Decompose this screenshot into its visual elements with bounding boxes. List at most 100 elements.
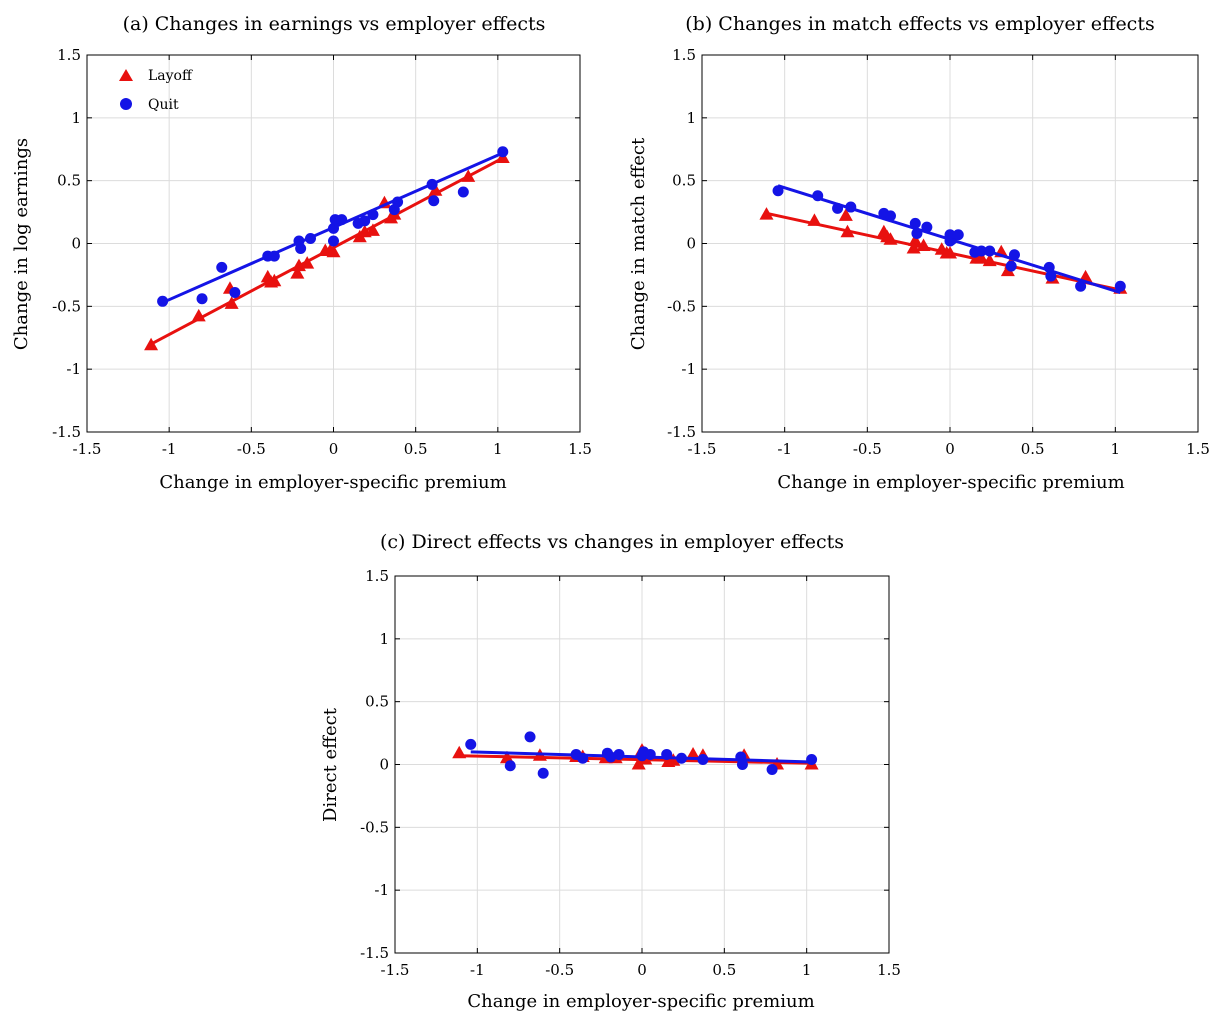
data-point-quit <box>328 235 339 247</box>
data-point-quit <box>1075 280 1087 292</box>
x-tick-label: -1 <box>777 440 792 458</box>
y-tick-label: 1.5 <box>57 46 81 64</box>
data-point-quit <box>359 215 371 227</box>
y-tick-label: 1 <box>71 109 81 127</box>
x-tick-label: 0.5 <box>404 440 428 458</box>
chart-panel-a: (a) Changes in earnings vs employer effe… <box>11 13 592 493</box>
chart-title: (b) Changes in match effects vs employer… <box>685 13 1154 35</box>
data-point-quit <box>428 195 440 207</box>
y-axis-label: Change in match effect <box>628 137 649 350</box>
y-tick-label: 0.5 <box>57 172 81 190</box>
data-point-quit <box>952 229 964 241</box>
data-point-quit <box>613 748 625 760</box>
y-axis-label: Direct effect <box>320 707 341 822</box>
x-tick-label: -0.5 <box>853 440 882 458</box>
y-tick-label: 1 <box>379 630 389 648</box>
x-tick-label: 1 <box>1111 440 1121 458</box>
data-point-layoff <box>908 233 923 246</box>
legend-marker-layoff <box>119 69 133 81</box>
y-tick-label: -0.5 <box>52 297 81 315</box>
chart-title: (a) Changes in earnings vs employer effe… <box>123 13 546 35</box>
ticks: -1.5 -1 -0.5 0 0.5 1 1.5 -1.5 -1 -0.5 0 0.5 1 1.5 <box>360 567 901 979</box>
data-point-layoff <box>631 757 646 770</box>
x-tick-label: -1.5 <box>73 440 102 458</box>
y-tick-label: 1.5 <box>672 46 696 64</box>
y-tick-label: 1.5 <box>365 567 389 585</box>
data-point-layoff <box>838 208 853 221</box>
data-point-quit <box>1114 280 1126 292</box>
x-tick-label: -0.5 <box>237 440 266 458</box>
x-axis-label: Change in employer-specific premium <box>467 991 814 1012</box>
data-point-layoff <box>326 244 341 258</box>
data-point-quit <box>1005 260 1017 272</box>
data-point-layoff <box>290 266 305 279</box>
data-point-quit <box>504 760 516 772</box>
x-tick-label: 1.5 <box>877 961 901 979</box>
y-tick-label: -0.5 <box>360 818 389 836</box>
plot-area: -1.5 -1 -0.5 0 0.5 1 1.5 -1.5 -1 -0.5 0 0.5 1 1.5 <box>667 46 1210 458</box>
legend-marker-quit <box>120 98 132 110</box>
series-layoff <box>759 207 1128 294</box>
x-axis-label: Change in employer-specific premium <box>159 472 506 493</box>
fit-line-layoff <box>459 754 812 765</box>
legend-label-layoff: Layoff <box>148 68 193 84</box>
data-point-layoff <box>686 746 701 760</box>
data-point-quit <box>465 738 477 750</box>
x-tick-label: 0 <box>329 440 339 458</box>
fit-line-layoff <box>150 156 504 346</box>
x-tick-label: 0.5 <box>1021 440 1045 458</box>
ticks: -1.5 -1 -0.5 0 0.5 1 1.5 -1.5 -1 -0.5 0 0.5 1 1.5 <box>52 46 592 458</box>
x-tick-label: 1.5 <box>568 440 592 458</box>
data-point-quit <box>1045 270 1057 282</box>
series-quit <box>772 184 1126 294</box>
x-tick-label: 1 <box>802 961 812 979</box>
y-tick-label: -1 <box>374 881 389 899</box>
x-tick-label: 0 <box>637 961 647 979</box>
y-tick-label: -1.5 <box>360 944 389 962</box>
fit-line-quit <box>777 184 1121 294</box>
data-point-quit <box>196 293 208 305</box>
y-tick-label: -1 <box>66 360 81 378</box>
y-tick-label: 0 <box>71 235 81 253</box>
data-point-quit <box>537 767 549 779</box>
legend: Layoff Quit <box>119 68 193 113</box>
y-tick-label: 0 <box>379 756 389 774</box>
x-axis-label: Change in employer-specific premium <box>777 472 1124 493</box>
y-tick-label: 0 <box>686 235 696 253</box>
ticks: -1.5 -1 -0.5 0 0.5 1 1.5 -1.5 -1 -0.5 0 0.5 1 1.5 <box>667 46 1210 458</box>
y-tick-label: 0.5 <box>365 693 389 711</box>
y-tick-label: -1.5 <box>667 423 696 441</box>
plot-area: -1.5 -1 -0.5 0 0.5 1 1.5 -1.5 -1 -0.5 0 0.5 1 1.5 <box>52 46 592 458</box>
series-quit <box>157 146 509 307</box>
legend-label-quit: Quit <box>148 97 179 113</box>
fit-line-quit <box>470 750 812 764</box>
fit-line-layoff <box>766 211 1121 292</box>
chart-panel-c: (c) Direct effects vs changes in employe… <box>320 531 901 1012</box>
chart-panel-b: (b) Changes in match effects vs employer… <box>628 13 1210 493</box>
x-tick-label: -1 <box>162 440 177 458</box>
y-tick-label: -1.5 <box>52 423 81 441</box>
x-tick-label: 0 <box>945 440 955 458</box>
y-tick-label: 0.5 <box>672 172 696 190</box>
x-tick-label: -1 <box>470 961 485 979</box>
x-tick-label: 1.5 <box>1186 440 1210 458</box>
x-tick-label: -1.5 <box>688 440 717 458</box>
data-point-quit <box>216 261 228 273</box>
chart-title: (c) Direct effects vs changes in employe… <box>380 531 844 553</box>
y-tick-label: 1 <box>686 109 696 127</box>
data-point-quit <box>457 186 469 198</box>
x-tick-label: 1 <box>493 440 503 458</box>
data-point-quit <box>524 731 536 743</box>
data-point-quit <box>766 764 778 776</box>
series-quit <box>465 731 818 779</box>
data-point-layoff <box>365 223 380 236</box>
y-tick-label: -0.5 <box>667 297 696 315</box>
data-point-quit <box>736 759 748 770</box>
x-tick-label: -1.5 <box>381 961 410 979</box>
data-point-quit <box>295 243 307 255</box>
x-tick-label: 0.5 <box>712 961 736 979</box>
y-tick-label: -1 <box>681 360 696 378</box>
data-point-layoff <box>144 337 159 351</box>
x-tick-label: -0.5 <box>545 961 574 979</box>
